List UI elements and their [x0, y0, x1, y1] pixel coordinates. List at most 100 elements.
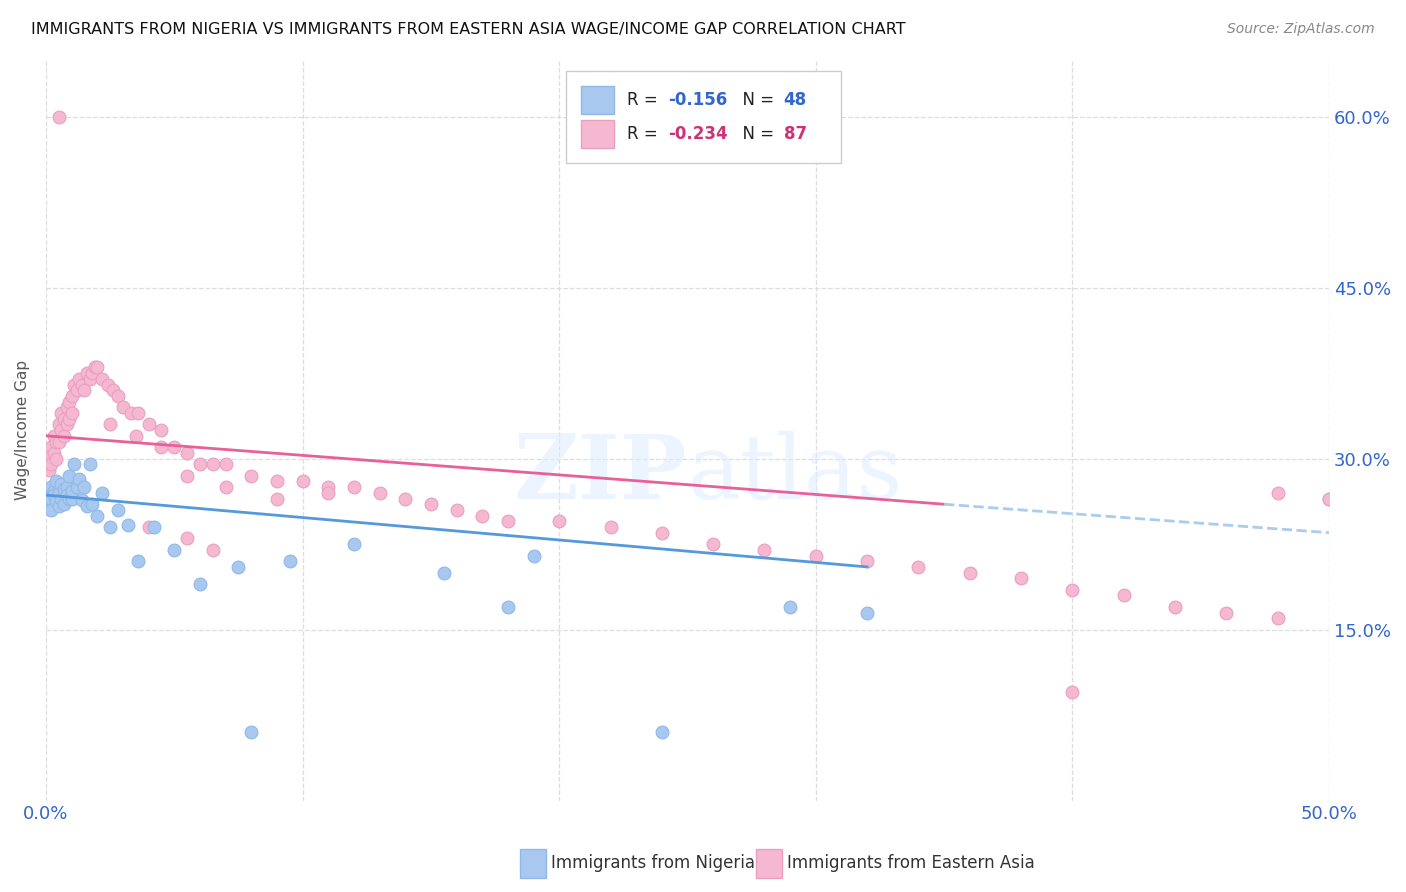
Point — [150, 423, 173, 437]
Text: ZIP: ZIP — [515, 431, 688, 518]
Point — [240, 468, 263, 483]
Point — [163, 440, 186, 454]
Point — [51, 423, 73, 437]
Text: IMMIGRANTS FROM NIGERIA VS IMMIGRANTS FROM EASTERN ASIA WAGE/INCOME GAP CORRELAT: IMMIGRANTS FROM NIGERIA VS IMMIGRANTS FR… — [31, 22, 905, 37]
Point — [1317, 491, 1340, 506]
Text: R =: R = — [627, 125, 664, 143]
Text: -0.156: -0.156 — [668, 91, 727, 110]
Point — [266, 491, 288, 506]
Point — [42, 429, 65, 443]
Point — [779, 599, 801, 614]
Text: R =: R = — [627, 91, 664, 110]
Point — [63, 377, 86, 392]
Point — [368, 485, 391, 500]
Point — [138, 520, 160, 534]
Y-axis label: Wage/Income Gap: Wage/Income Gap — [15, 360, 30, 500]
Point — [1062, 582, 1084, 597]
Point — [58, 468, 80, 483]
Point — [1112, 589, 1135, 603]
Point — [63, 458, 86, 472]
Point — [42, 488, 65, 502]
Point — [214, 480, 236, 494]
Point — [86, 508, 108, 523]
Point — [599, 520, 621, 534]
Point — [138, 417, 160, 432]
FancyBboxPatch shape — [565, 70, 841, 163]
Point — [188, 458, 211, 472]
Point — [266, 475, 288, 489]
Point — [201, 542, 224, 557]
Point — [73, 383, 96, 397]
Point — [804, 549, 827, 563]
Point — [201, 458, 224, 472]
Point — [45, 493, 67, 508]
Point — [52, 429, 75, 443]
Point — [79, 372, 101, 386]
Text: 87: 87 — [783, 125, 807, 143]
Point — [496, 514, 519, 528]
Point — [394, 491, 416, 506]
Point — [214, 458, 236, 472]
Point — [101, 383, 124, 397]
Point — [58, 491, 80, 506]
Point — [107, 503, 129, 517]
Point — [150, 440, 173, 454]
Point — [856, 606, 879, 620]
Text: Source: ZipAtlas.com: Source: ZipAtlas.com — [1227, 22, 1375, 37]
Point — [76, 500, 98, 514]
Point — [343, 480, 366, 494]
Point — [52, 411, 75, 425]
Point — [55, 488, 77, 502]
Point — [38, 485, 60, 500]
Text: N =: N = — [733, 91, 780, 110]
Point — [1164, 599, 1187, 614]
Point — [548, 514, 571, 528]
Point — [107, 389, 129, 403]
Point — [176, 532, 198, 546]
Point — [83, 360, 105, 375]
Point — [419, 497, 441, 511]
Point — [70, 492, 93, 507]
Point — [73, 480, 96, 494]
Point — [188, 577, 211, 591]
Point — [66, 383, 89, 397]
Point — [240, 725, 263, 739]
Point — [959, 566, 981, 580]
Point — [446, 503, 468, 517]
Point — [176, 446, 198, 460]
Point — [1062, 685, 1084, 699]
Point — [70, 377, 93, 392]
Point — [39, 491, 62, 506]
Point — [45, 475, 67, 489]
Point — [52, 483, 75, 497]
Point — [55, 417, 77, 432]
Point — [343, 537, 366, 551]
Point — [1267, 611, 1289, 625]
Point — [291, 475, 314, 489]
Point — [60, 491, 83, 506]
Point — [98, 520, 121, 534]
Text: -0.234: -0.234 — [668, 125, 728, 143]
Point — [91, 372, 114, 386]
Point — [48, 434, 70, 449]
Point — [79, 458, 101, 472]
Point — [52, 497, 75, 511]
Point — [45, 434, 67, 449]
Text: Immigrants from Eastern Asia: Immigrants from Eastern Asia — [787, 855, 1035, 872]
Point — [38, 463, 60, 477]
Point — [316, 480, 339, 494]
Point — [55, 480, 77, 494]
Point — [38, 497, 60, 511]
Point — [51, 476, 73, 491]
Point — [651, 725, 673, 739]
Point — [67, 472, 90, 486]
Point — [42, 446, 65, 460]
FancyBboxPatch shape — [581, 87, 614, 114]
Point — [856, 554, 879, 568]
Point — [45, 451, 67, 466]
Point — [496, 599, 519, 614]
Point — [316, 485, 339, 500]
Point — [51, 491, 73, 506]
Point — [51, 406, 73, 420]
Point — [1010, 571, 1032, 585]
